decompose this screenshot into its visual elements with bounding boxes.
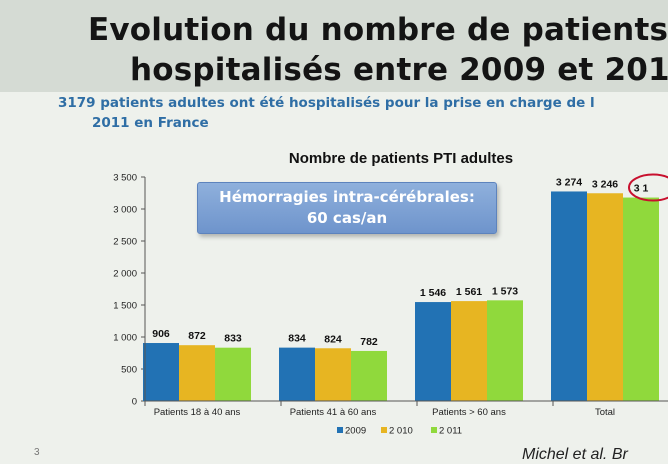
bar-value-label: 782 bbox=[360, 336, 378, 348]
bar-2009-cat1 bbox=[279, 347, 315, 401]
bar-2011-cat1 bbox=[351, 350, 387, 401]
x-category-label: Patients > 60 ans bbox=[432, 407, 506, 418]
y-tick-label: 500 bbox=[121, 365, 137, 376]
bar-2010-cat1 bbox=[315, 348, 351, 401]
y-tick-label: 2 500 bbox=[113, 237, 137, 248]
x-category-label: Patients 41 à 60 ans bbox=[290, 407, 377, 418]
bar-2011-cat3 bbox=[623, 197, 659, 401]
subtitle-line-2: 2011 en France bbox=[92, 115, 209, 131]
bar-2010-cat3 bbox=[587, 193, 623, 401]
y-tick-label: 3 500 bbox=[113, 173, 137, 184]
bar-value-label: 1 546 bbox=[420, 287, 446, 299]
highlight-circle bbox=[628, 173, 668, 202]
bar-value-label: 906 bbox=[152, 328, 170, 340]
y-tick-label: 0 bbox=[132, 397, 137, 408]
bar-value-label: 3 246 bbox=[592, 178, 618, 190]
subtitle-line-1: 3179 patients adultes ont été hospitalis… bbox=[58, 95, 595, 111]
bar-value-label: 872 bbox=[188, 330, 206, 342]
title-band: Evolution du nombre de patients hospital… bbox=[0, 0, 668, 92]
bar-value-label: 3 1 bbox=[634, 183, 649, 195]
bar-2009-cat0 bbox=[143, 343, 179, 401]
chart-title: Nombre de patients PTI adultes bbox=[289, 150, 513, 167]
bar-2011-cat2 bbox=[487, 300, 523, 401]
bar-2011-cat0 bbox=[215, 347, 251, 401]
page-title-line-2: hospitalisés entre 2009 et 2011 bbox=[130, 52, 668, 88]
x-category-label: Total bbox=[595, 407, 615, 418]
bar-2010-cat0 bbox=[179, 345, 215, 401]
bar-value-label: 833 bbox=[224, 333, 242, 345]
bar-value-label: 824 bbox=[324, 333, 342, 345]
legend-swatch bbox=[431, 427, 437, 433]
citation: Michel et al. Br bbox=[522, 446, 628, 463]
y-tick-label: 3 000 bbox=[113, 205, 137, 216]
bar-2009-cat3 bbox=[551, 191, 587, 401]
bar-2010-cat2 bbox=[451, 301, 487, 401]
slide-number: 3 bbox=[34, 447, 40, 458]
y-tick-label: 2 000 bbox=[113, 269, 137, 280]
callout-line-1: Hémorragies intra-cérébrales: bbox=[219, 188, 475, 206]
x-category-label: Patients 18 à 40 ans bbox=[154, 407, 241, 418]
page-title-line-1: Evolution du nombre de patients bbox=[88, 12, 668, 48]
legend-label: 2 011 bbox=[439, 426, 462, 437]
legend-label: 2 010 bbox=[389, 426, 413, 437]
bar-value-label: 1 573 bbox=[492, 285, 518, 297]
bar-value-label: 3 274 bbox=[556, 176, 582, 188]
callout-line-2: 60 cas/an bbox=[306, 209, 388, 227]
callout-box: Hémorragies intra-cérébrales: 60 cas/an bbox=[197, 182, 497, 234]
y-tick-label: 1 000 bbox=[113, 333, 137, 344]
legend-label: 2009 bbox=[345, 426, 366, 437]
bar-value-label: 1 561 bbox=[456, 286, 482, 298]
y-tick-label: 1 500 bbox=[113, 301, 137, 312]
bar-2009-cat2 bbox=[415, 302, 451, 401]
legend-swatch bbox=[337, 427, 343, 433]
legend-swatch bbox=[381, 427, 387, 433]
bar-value-label: 834 bbox=[288, 333, 306, 345]
